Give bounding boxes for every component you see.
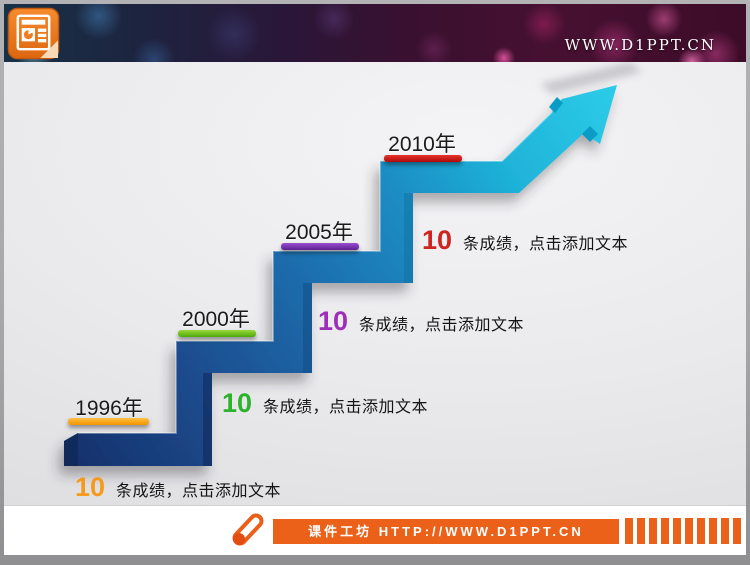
arrow-shadow-streak — [540, 62, 642, 94]
year-label-2005: 2005年 — [285, 221, 353, 244]
arrow-lower-barb-facet — [582, 126, 598, 142]
caption-count: 10 — [75, 472, 106, 502]
year-underline-2005 — [281, 243, 359, 250]
arrow-upper-barb-facet — [549, 97, 563, 113]
column2-side-face — [303, 283, 312, 373]
footer-stripes-decoration — [625, 518, 743, 544]
caption-text: 条成绩，点击添加文本 — [116, 483, 282, 500]
caption-row-3: 10 条成绩，点击添加文本 — [318, 308, 524, 335]
staircase-ribbon-graphic — [64, 62, 642, 466]
ribbon-top-highlight — [78, 111, 553, 434]
ribbon-left-end-bevel — [64, 433, 78, 466]
slide-canvas: 1996年 2000年 2005年 2010年 10 条成绩，点击添加文本 10… — [4, 62, 746, 505]
caption-count: 10 — [222, 388, 253, 418]
year-label-2010: 2010年 — [388, 133, 456, 156]
year-underline-2000 — [178, 330, 256, 337]
powerpoint-icon — [7, 7, 60, 60]
caption-row-2: 10 条成绩，点击添加文本 — [222, 390, 428, 417]
year-underline-2010 — [384, 155, 462, 162]
footer-brand-text: 课件工坊 HTTP://WWW.D1PPT.CN — [273, 519, 619, 544]
staircase-arrow-shape — [64, 85, 617, 466]
caption-row-1: 10 条成绩，点击添加文本 — [75, 474, 281, 501]
caption-text: 条成绩，点击添加文本 — [263, 399, 429, 416]
top-banner: WWW.D1PPT.CN — [4, 4, 746, 62]
caption-row-4: 10 条成绩，点击添加文本 — [422, 227, 628, 254]
year-underline-1996 — [68, 418, 149, 425]
caption-count: 10 — [318, 306, 349, 336]
footer-bar: 课件工坊 HTTP://WWW.D1PPT.CN — [4, 505, 746, 555]
year-label-2000: 2000年 — [182, 308, 250, 331]
caption-text: 条成绩，点击添加文本 — [359, 317, 525, 334]
column3-side-face — [404, 193, 413, 283]
caption-text: 条成绩，点击添加文本 — [463, 236, 629, 253]
pen-nib-logo-icon — [232, 513, 264, 546]
banner-site-url: WWW.D1PPT.CN — [564, 36, 716, 54]
year-label-1996: 1996年 — [75, 397, 143, 420]
column1-side-face — [203, 373, 212, 466]
caption-count: 10 — [422, 225, 453, 255]
